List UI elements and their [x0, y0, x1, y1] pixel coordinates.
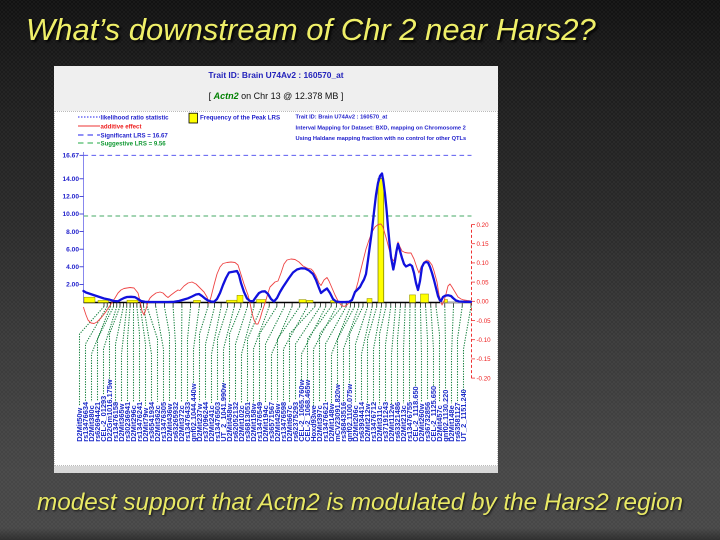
svg-text:rs13476621: rs13476621	[321, 402, 330, 442]
svg-text:D2Mit79w: D2Mit79w	[141, 407, 150, 441]
svg-text:rs13476634: rs13476634	[81, 401, 90, 442]
svg-text:D22Gm1016.175w: D22Gm1016.175w	[105, 379, 114, 442]
svg-text:6.00: 6.00	[66, 246, 79, 253]
svg-text:12.00: 12.00	[62, 194, 79, 201]
svg-text:D2Mit457c: D2Mit457c	[435, 405, 444, 442]
svg-text:D2Mit260w: D2Mit260w	[417, 403, 426, 441]
svg-text:rs13476433: rs13476433	[183, 402, 192, 442]
svg-text:rs63581127: rs63581127	[453, 402, 462, 441]
svg-text:CEL-2_1068.465w: CEL-2_1068.465w	[303, 380, 312, 442]
svg-text:8.00: 8.00	[66, 229, 79, 236]
svg-text:D2Mit296c: D2Mit296c	[129, 405, 138, 442]
svg-text:2.00: 2.00	[66, 282, 79, 289]
svg-text:D2Mit213c: D2Mit213c	[399, 405, 408, 442]
svg-text:rs36571567: rs36571567	[267, 402, 276, 442]
svg-text:-0.10: -0.10	[477, 337, 492, 344]
svg-text:gnf02.1100.075w: gnf02.1100.075w	[345, 384, 354, 442]
svg-text:rs62694421: rs62694421	[93, 402, 102, 442]
svg-text:D2Mit102c: D2Mit102c	[237, 405, 246, 442]
svg-text:D2Mit362c: D2Mit362c	[153, 405, 162, 442]
svg-text:D2Mit148e: D2Mit148e	[447, 405, 456, 442]
svg-text:rs13476305: rs13476305	[159, 402, 168, 442]
svg-text:rs13476598: rs13476598	[279, 402, 288, 442]
svg-text:additive effect: additive effect	[101, 123, 142, 130]
svg-text:D2Mit194c: D2Mit194c	[261, 405, 270, 442]
svg-text:UT_2_1041.990w: UT_2_1041.990w	[219, 383, 228, 442]
svg-text:Significant LRS = 16.67: Significant LRS = 16.67	[101, 132, 169, 139]
svg-text:rs13476503: rs13476503	[213, 402, 222, 442]
svg-text:rs36732856: rs36732856	[423, 402, 432, 442]
svg-text:rs37096244: rs37096244	[201, 401, 210, 442]
svg-text:D2Mit50w: D2Mit50w	[75, 407, 84, 441]
svg-text:D2Mit112w: D2Mit112w	[387, 404, 396, 442]
svg-text:D2Mit436w: D2Mit436w	[165, 403, 174, 441]
svg-text:rs63321486: rs63321486	[393, 402, 402, 442]
svg-text:D2Mit311c: D2Mit311c	[375, 406, 384, 442]
svg-text:D2Mit148w: D2Mit148w	[327, 403, 336, 441]
svg-text:rs63265932: rs63265932	[171, 402, 180, 442]
svg-text:rs36541934: rs36541934	[147, 401, 156, 442]
svg-text:D2Mit458w: D2Mit458w	[225, 403, 234, 441]
svg-text:likelihood ratio statistic: likelihood ratio statistic	[101, 114, 170, 121]
svg-text:Interval Mapping for Dataset:: Interval Mapping for Dataset: BXD, mappi…	[296, 125, 466, 131]
svg-text:D2Mit397c: D2Mit397c	[315, 405, 324, 442]
svg-text:CEL-2_1118.650: CEL-2_1118.650	[411, 386, 420, 441]
svg-text:rs62052132: rs62052132	[231, 402, 240, 442]
svg-text:4.00: 4.00	[66, 264, 79, 271]
svg-text:D2Mit241c: D2Mit241c	[207, 405, 216, 442]
svg-text:0.15: 0.15	[477, 241, 490, 248]
svg-text:gnf02.1044.440w: gnf02.1044.440w	[189, 383, 198, 442]
svg-text:CEL-2_1065.760w: CEL-2_1065.760w	[297, 380, 306, 442]
svg-text:D2Mit426w: D2Mit426w	[273, 403, 282, 441]
svg-text:Frequency of the Peak LRS: Frequency of the Peak LRS	[200, 115, 280, 122]
svg-text:-0.15: -0.15	[477, 356, 492, 363]
svg-text:14.00: 14.00	[62, 176, 79, 183]
svg-text:rs13476755: rs13476755	[405, 402, 414, 442]
svg-text:-0.20: -0.20	[477, 375, 492, 382]
svg-text:rs13476158: rs13476158	[111, 402, 120, 442]
svg-text:CEL-2_01293: CEL-2_01293	[99, 396, 108, 442]
svg-text:D2Mit365w: D2Mit365w	[117, 403, 126, 441]
svg-text:mCV23091.820w: mCV23091.820w	[333, 384, 342, 442]
svg-text:D2Mit158w: D2Mit158w	[249, 403, 258, 441]
svg-text:D2Mit667c: D2Mit667c	[285, 405, 294, 442]
svg-text:0.00: 0.00	[477, 299, 490, 306]
svg-text:16.67: 16.67	[62, 153, 79, 160]
svg-text:rs30236941: rs30236941	[123, 402, 132, 442]
svg-text:UT_2_1151.240: UT_2_1151.240	[459, 389, 468, 442]
svg-text:Suggestive LRS = 9.56: Suggestive LRS = 9.56	[101, 140, 167, 147]
svg-text:10.00: 10.00	[62, 211, 79, 218]
svg-text:rs37191243: rs37191243	[381, 402, 390, 442]
svg-text:rs36843516: rs36843516	[339, 402, 348, 442]
svg-text:rs62375293: rs62375293	[291, 402, 300, 442]
svg-text:D2Mit212w: D2Mit212w	[363, 403, 372, 441]
svg-text:D2Mit372c: D2Mit372c	[177, 405, 186, 442]
svg-text:Using Haldane mapping fraction: Using Haldane mapping fraction with no c…	[296, 136, 467, 142]
svg-text:CEL-2_1125.650: CEL-2_1125.650	[429, 386, 438, 442]
svg-text:rs63934414: rs63934414	[357, 401, 366, 442]
svg-text:0.20: 0.20	[477, 222, 490, 229]
svg-text:-0.05: -0.05	[477, 318, 492, 325]
svg-text:rs13476549: rs13476549	[255, 402, 264, 442]
svg-text:gnf02.1130.220: gnf02.1130.220	[441, 390, 450, 442]
svg-text:Trait ID: Brain U74Av2 : 16057: Trait ID: Brain U74Av2 : 160570_at	[296, 115, 388, 121]
svg-text:D2Mit380c: D2Mit380c	[87, 405, 96, 442]
svg-text:D2Mit206c: D2Mit206c	[351, 405, 360, 442]
svg-text:rs36813051: rs36813051	[243, 402, 252, 442]
svg-text:Hoxd93we: Hoxd93we	[309, 405, 318, 442]
svg-text:0.10: 0.10	[477, 260, 490, 267]
svg-text:D2Mit237w: D2Mit237w	[195, 403, 204, 441]
svg-text:0.05: 0.05	[477, 279, 490, 286]
svg-text:rs13476712: rs13476712	[369, 402, 378, 442]
svg-text:rs13476241: rs13476241	[135, 402, 144, 442]
